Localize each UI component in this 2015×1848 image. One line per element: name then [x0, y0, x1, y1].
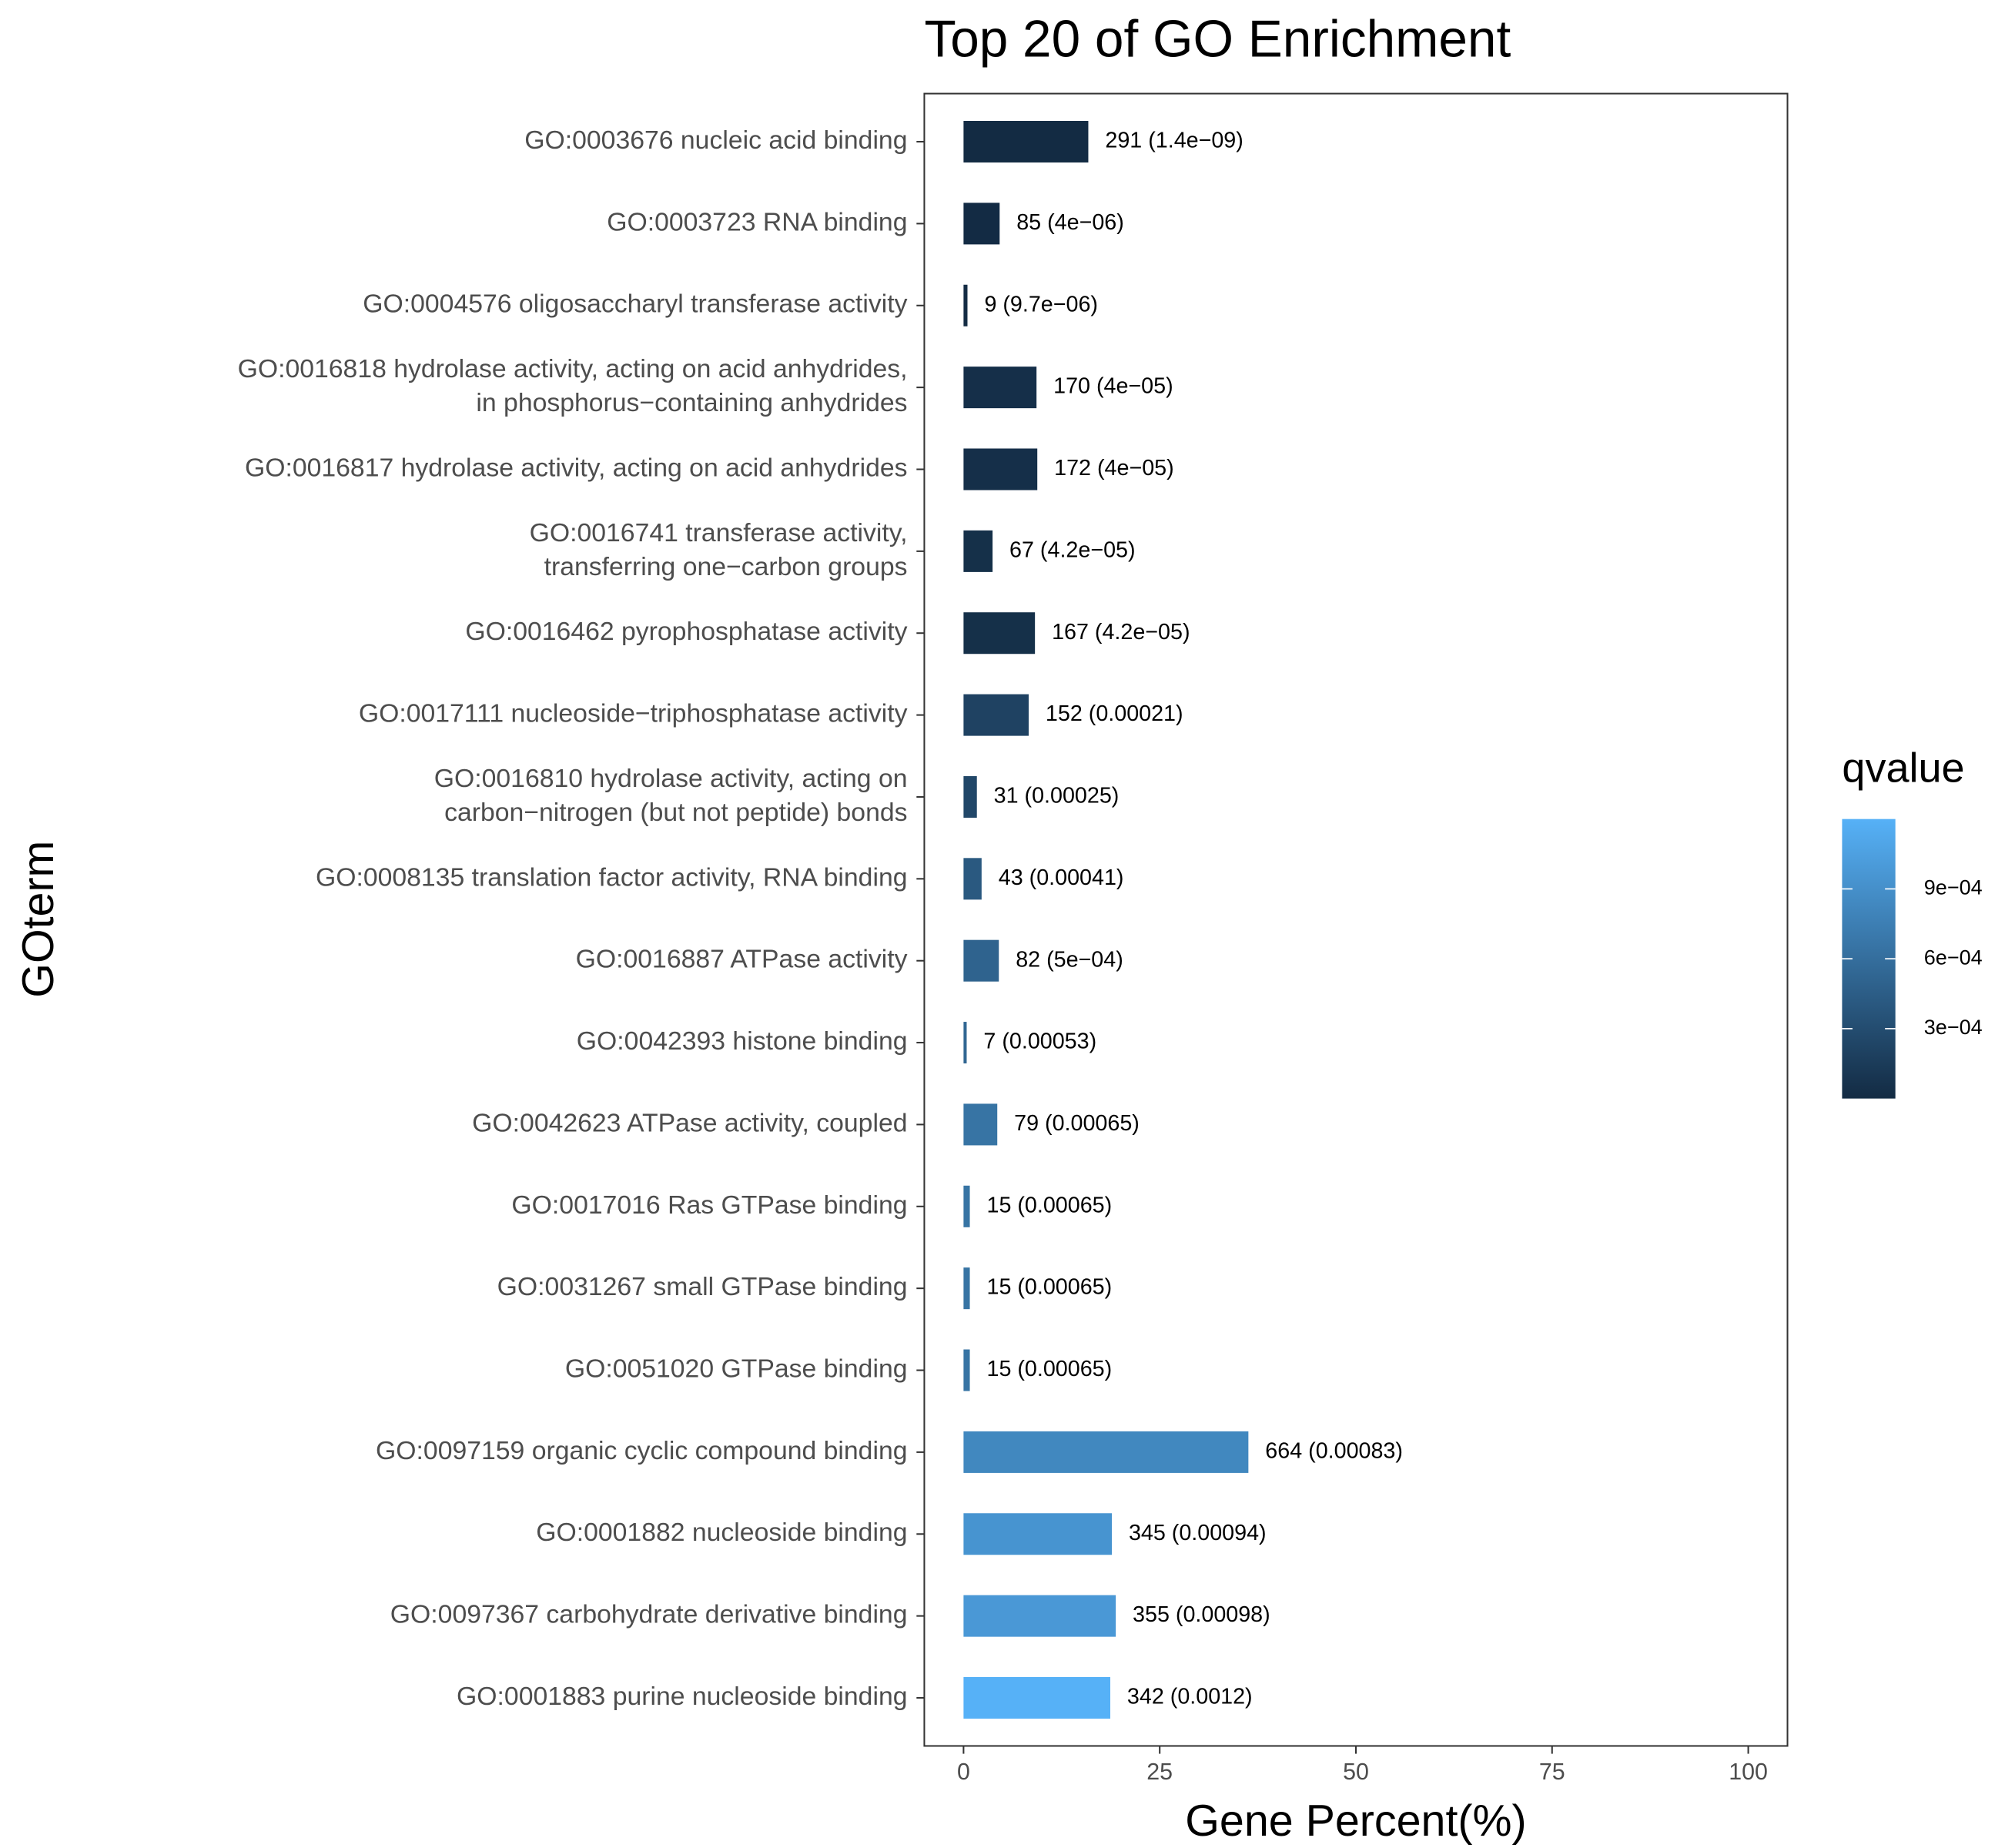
- y-tick-label: GO:0016887 ATPase activity: [576, 945, 908, 974]
- bar: [963, 1349, 970, 1391]
- x-tick-label: 50: [1343, 1759, 1369, 1785]
- bar: [963, 203, 1000, 245]
- bar: [963, 939, 999, 982]
- x-axis-title: Gene Percent(%): [1185, 1796, 1526, 1846]
- bar: [963, 612, 1036, 654]
- bar: [963, 1267, 970, 1310]
- y-tick-label: GO:0016817 hydrolase activity, acting on…: [245, 453, 908, 482]
- data-label: 9 (9.7e−06): [984, 292, 1098, 316]
- data-label: 291 (1.4e−09): [1105, 129, 1243, 153]
- y-tick-label: GO:0004576 oligosaccharyl transferase ac…: [363, 290, 907, 319]
- data-label: 15 (0.00065): [987, 1193, 1113, 1217]
- data-label: 170 (4e−05): [1053, 374, 1173, 399]
- bar: [963, 1595, 1116, 1637]
- plot-panel: [923, 92, 1789, 1747]
- y-tick-label: GO:0016462 pyrophosphatase activity: [465, 617, 907, 646]
- colorbar-tick-label: 9e−04: [1924, 876, 1983, 899]
- bar: [963, 858, 982, 900]
- data-label: 172 (4e−05): [1054, 456, 1174, 480]
- bar: [963, 1513, 1113, 1555]
- bar: [963, 1022, 967, 1064]
- x-tick-label: 0: [957, 1759, 970, 1785]
- bar: [963, 284, 968, 326]
- y-tick-label: GO:0031267 small GTPase binding: [497, 1272, 908, 1301]
- bar: [963, 1185, 970, 1227]
- bar: [963, 1676, 1110, 1719]
- bar: [963, 530, 993, 572]
- data-label: 342 (0.0012): [1127, 1685, 1253, 1709]
- data-label: 15 (0.00065): [987, 1357, 1113, 1381]
- y-tick-label: GO:0017016 Ras GTPase binding: [511, 1190, 907, 1220]
- data-label: 152 (0.00021): [1046, 701, 1183, 726]
- bar: [963, 1103, 998, 1146]
- bar: [963, 1431, 1249, 1473]
- data-label: 15 (0.00065): [987, 1275, 1113, 1300]
- y-tick-label: GO:0003676 nucleic acid binding: [524, 126, 907, 155]
- bar: [963, 121, 1089, 163]
- data-label: 355 (0.00098): [1133, 1602, 1270, 1627]
- x-tick-label: 75: [1539, 1759, 1565, 1785]
- colorbar-tick-label: 3e−04: [1924, 1016, 1983, 1039]
- data-label: 43 (0.00041): [999, 865, 1124, 890]
- bar: [963, 694, 1029, 736]
- y-tick-label: GO:0051020 GTPase binding: [565, 1354, 908, 1383]
- y-tick-label: GO:0097159 organic cyclic compound bindi…: [376, 1436, 907, 1465]
- y-tick-label: GO:0097367 carbohydrate derivative bindi…: [390, 1600, 908, 1629]
- data-label: 31 (0.00025): [994, 784, 1120, 808]
- bar: [963, 448, 1038, 490]
- bar: [963, 367, 1037, 409]
- chart-title: Top 20 of GO Enrichment: [924, 11, 1511, 69]
- y-tick-label: GO:0016818 hydrolase activity, acting on…: [238, 354, 908, 417]
- data-label: 345 (0.00094): [1129, 1521, 1267, 1545]
- bar: [963, 775, 977, 818]
- y-axis-title: GOterm: [14, 841, 63, 998]
- legend-title: qvalue: [1842, 745, 1964, 791]
- x-tick-label: 100: [1729, 1759, 1768, 1785]
- y-tick-label: GO:0016810 hydrolase activity, acting on…: [434, 764, 908, 827]
- data-label: 664 (0.00083): [1265, 1438, 1403, 1463]
- y-tick-label: GO:0016741 transferase activity, transfer…: [530, 518, 908, 581]
- data-label: 167 (4.2e−05): [1052, 620, 1190, 644]
- y-tick-label: GO:0017111 nucleoside−triphosphatase act…: [359, 699, 908, 728]
- y-tick-label: GO:0003723 RNA binding: [607, 207, 907, 236]
- data-label: 82 (5e−04): [1016, 947, 1123, 972]
- y-tick-label: GO:0008135 translation factor activity, …: [316, 862, 908, 892]
- y-tick-label: GO:0042623 ATPase activity, coupled: [472, 1108, 907, 1137]
- x-tick-label: 25: [1146, 1759, 1173, 1785]
- colorbar-tick-label: 6e−04: [1924, 946, 1983, 969]
- data-label: 67 (4.2e−05): [1009, 537, 1135, 562]
- data-label: 79 (0.00065): [1014, 1111, 1140, 1136]
- y-tick-label: GO:0001882 nucleoside binding: [536, 1518, 907, 1547]
- data-label: 7 (0.00053): [983, 1029, 1096, 1054]
- data-label: 85 (4e−06): [1016, 210, 1124, 235]
- y-tick-label: GO:0001883 purine nucleoside binding: [457, 1682, 907, 1711]
- y-tick-label: GO:0042393 histone binding: [577, 1026, 908, 1056]
